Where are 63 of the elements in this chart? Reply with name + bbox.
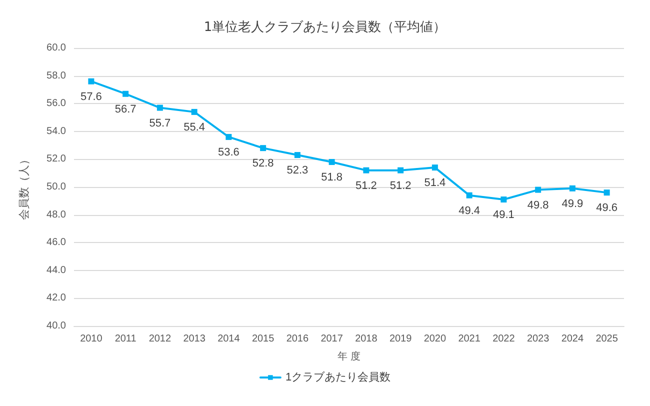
data-label: 49.8 — [527, 199, 549, 212]
x-tick-label: 2011 — [114, 334, 137, 344]
y-tick-label: 42.0 — [46, 292, 66, 304]
point — [88, 78, 94, 84]
point — [535, 186, 542, 193]
point — [569, 185, 576, 192]
y-tick-label: 40.0 — [46, 320, 66, 332]
y-tick-label: 48.0 — [46, 209, 66, 220]
point — [260, 145, 266, 152]
y-tick-label: 60.0 — [46, 42, 66, 54]
y-tick-label: 58.0 — [46, 70, 66, 82]
data-label: 51.2 — [355, 180, 377, 192]
x-tick-label: 2015 — [252, 334, 275, 344]
point — [466, 192, 472, 198]
x-tick-label: 2022 — [492, 334, 516, 344]
chart-title: 1単位老人クラブあたり会員数（平均値） — [204, 20, 446, 35]
data-label: 55.7 — [149, 117, 171, 130]
data-label: 55.4 — [184, 121, 206, 134]
x-axis-title: 年 度 — [338, 350, 360, 362]
point — [122, 90, 129, 97]
data-label: 57.6 — [80, 90, 102, 103]
point — [604, 190, 610, 196]
x-tick-label: 2017 — [320, 334, 344, 344]
x-tick-label: 2012 — [148, 334, 172, 344]
point — [226, 134, 232, 140]
x-tick-label: 2025 — [596, 334, 618, 344]
x-tick-label: 2023 — [526, 334, 550, 344]
x-tick-label: 2016 — [286, 334, 309, 344]
data-label: 52.8 — [252, 158, 274, 170]
x-tick-label: 2020 — [424, 334, 446, 344]
data-label: 49.4 — [458, 204, 480, 217]
y-tick-label: 54.0 — [46, 126, 66, 137]
y-tick-label: 46.0 — [46, 237, 66, 248]
point — [500, 196, 507, 203]
point — [398, 167, 404, 174]
y-tick-label: 56.0 — [46, 98, 66, 110]
data-label: 53.6 — [218, 146, 240, 158]
y-tick-label: 44.0 — [46, 264, 66, 276]
data-label: 49.1 — [492, 209, 514, 222]
y-tick-label: 52.0 — [46, 154, 66, 165]
x-tick-label: 2014 — [218, 334, 240, 344]
data-label: 56.7 — [114, 103, 136, 116]
point — [363, 167, 370, 174]
x-tick-label: 2019 — [389, 334, 412, 344]
x-tick-label: 2013 — [183, 334, 206, 344]
x-tick-label: 2018 — [355, 334, 378, 344]
data-label: 51.8 — [321, 171, 343, 184]
y-tick-label: 50.0 — [46, 182, 66, 192]
data-label: 49.6 — [596, 202, 618, 214]
x-tick-label: 2021 — [458, 334, 481, 344]
legend-label: 1クラブあたり会員数 — [285, 370, 391, 384]
point — [294, 152, 300, 158]
point — [432, 164, 438, 171]
data-label: 52.3 — [286, 164, 308, 177]
point — [191, 108, 198, 115]
data-label: 51.4 — [424, 177, 446, 190]
data-label: 51.2 — [390, 180, 412, 192]
y-axis-title: 会員数（人） — [18, 154, 30, 220]
point — [156, 104, 163, 111]
point — [328, 158, 335, 165]
x-tick-label: 2024 — [561, 334, 584, 344]
data-label: 49.9 — [562, 198, 584, 210]
x-tick-label: 2010 — [80, 334, 103, 344]
